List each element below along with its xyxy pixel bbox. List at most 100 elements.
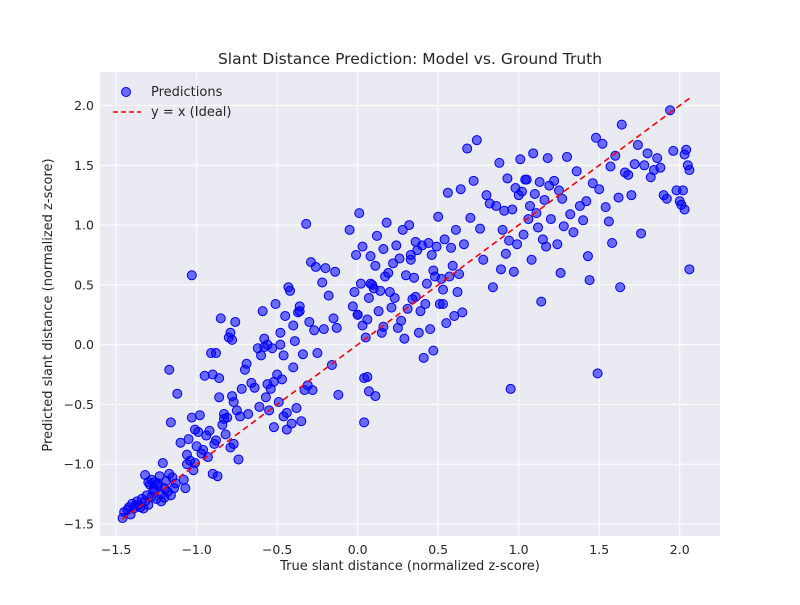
prediction-point <box>584 275 595 286</box>
prediction-point <box>360 332 371 343</box>
prediction-point <box>562 151 573 162</box>
prediction-point <box>365 251 376 262</box>
prediction-point <box>468 175 479 186</box>
prediction-point <box>521 174 532 185</box>
prediction-point <box>307 385 318 396</box>
prediction-point <box>143 499 154 510</box>
prediction-point <box>587 178 598 189</box>
prediction-point <box>458 239 469 250</box>
prediction-point <box>471 135 482 146</box>
prediction-point <box>198 444 209 455</box>
prediction-point <box>462 143 473 154</box>
prediction-point <box>531 208 542 219</box>
prediction-point <box>553 185 564 196</box>
prediction-point <box>241 358 252 369</box>
prediction-point <box>591 132 601 143</box>
prediction-point <box>389 293 400 304</box>
prediction-point <box>684 165 695 176</box>
prediction-point <box>615 282 626 293</box>
prediction-point <box>629 159 640 170</box>
prediction-point <box>320 263 331 274</box>
prediction-point <box>623 169 634 180</box>
prediction-point <box>500 248 511 259</box>
prediction-point <box>394 253 405 264</box>
prediction-point <box>616 119 627 130</box>
prediction-point <box>497 224 508 235</box>
prediction-point <box>655 162 666 173</box>
prediction-point <box>199 370 210 381</box>
prediction-point <box>455 184 466 195</box>
prediction-point <box>207 369 218 380</box>
prediction-point <box>190 424 201 435</box>
prediction-point <box>679 204 690 215</box>
prediction-point <box>518 229 529 240</box>
prediction-point <box>228 397 239 408</box>
prediction-point <box>286 418 297 429</box>
prediction-point <box>212 471 223 482</box>
prediction-point <box>386 302 397 313</box>
prediction-point <box>352 309 363 320</box>
prediction-point <box>447 260 458 271</box>
prediction-point <box>288 320 299 331</box>
prediction-point <box>431 241 442 252</box>
prediction-point <box>285 285 296 296</box>
prediction-point <box>220 429 231 440</box>
prediction-point <box>536 296 547 307</box>
prediction-point <box>260 392 271 403</box>
prediction-point <box>499 205 510 216</box>
prediction-point <box>349 287 360 298</box>
prediction-point <box>636 228 647 239</box>
y-tick-label: 0.0 <box>74 337 94 352</box>
prediction-point <box>428 345 439 356</box>
prediction-point <box>355 278 366 289</box>
prediction-point <box>165 417 176 428</box>
prediction-point <box>545 214 556 225</box>
prediction-point <box>557 193 568 204</box>
prediction-point <box>210 348 221 359</box>
prediction-point <box>268 422 279 433</box>
prediction-point <box>677 185 688 196</box>
prediction-point <box>378 321 389 332</box>
ideal-line-group <box>122 97 690 520</box>
prediction-point <box>210 435 221 446</box>
prediction-point <box>219 413 229 424</box>
y-tick-labels: −1.5 −1.0 −0.5 0.0 0.5 1.0 1.5 2.0 <box>64 98 94 532</box>
prediction-point <box>681 144 692 155</box>
prediction-point <box>446 242 457 253</box>
prediction-point <box>186 270 197 281</box>
prediction-point <box>603 216 614 227</box>
x-tick-label: −1.5 <box>101 542 131 557</box>
prediction-point <box>684 264 695 275</box>
prediction-point <box>357 241 368 252</box>
prediction-point <box>413 327 424 338</box>
prediction-point <box>552 239 563 250</box>
prediction-point <box>181 459 192 470</box>
prediction-point <box>504 235 515 246</box>
prediction-point <box>227 334 238 345</box>
prediction-point <box>516 186 527 197</box>
prediction-point <box>331 322 342 333</box>
prediction-point <box>233 454 244 465</box>
prediction-point <box>291 403 302 414</box>
prediction-point <box>164 364 175 375</box>
prediction-point <box>409 272 420 283</box>
prediction-point <box>478 254 489 265</box>
prediction-point <box>665 105 676 116</box>
prediction-point <box>494 157 505 168</box>
prediction-point <box>528 148 539 159</box>
prediction-point <box>383 267 394 278</box>
prediction-point <box>317 277 328 288</box>
y-tick-label: 1.5 <box>74 158 94 173</box>
prediction-point <box>183 434 194 445</box>
prediction-point <box>230 316 241 327</box>
prediction-point <box>549 175 560 186</box>
prediction-point <box>236 383 247 394</box>
x-tick-label: 1.5 <box>589 542 609 557</box>
x-tick-label: −1.0 <box>181 542 211 557</box>
prediction-point <box>152 478 163 489</box>
prediction-point <box>555 267 566 278</box>
prediction-point <box>259 342 270 353</box>
prediction-point <box>288 362 299 373</box>
prediction-point <box>172 388 183 399</box>
prediction-point <box>523 214 534 225</box>
